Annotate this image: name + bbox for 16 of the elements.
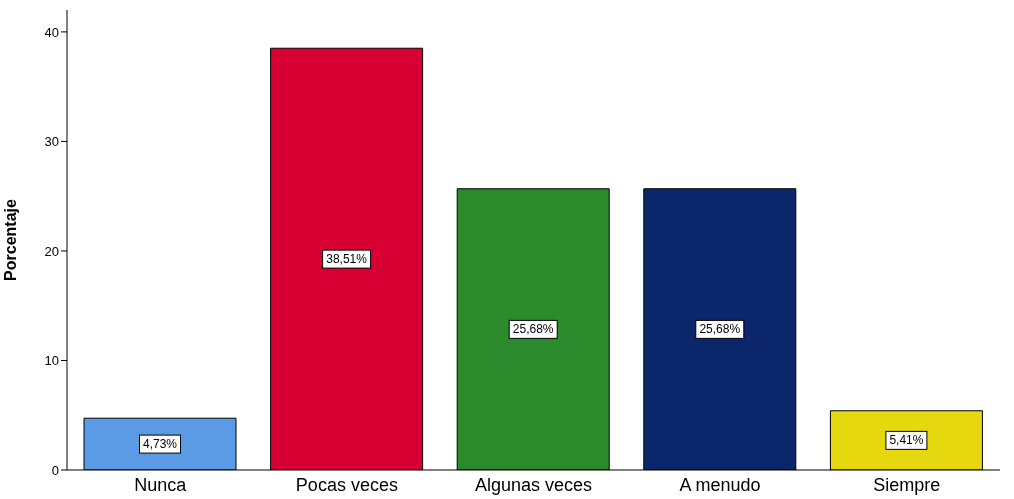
y-tick-label: 30 (44, 134, 59, 150)
y-tick-label: 10 (44, 353, 59, 369)
x-tick-label: Pocas veces (295, 474, 398, 495)
data-label: 25,68% (699, 322, 741, 337)
x-tick-label: Nunca (134, 474, 188, 495)
data-label: 5,41% (889, 433, 924, 448)
y-tick-label: 20 (44, 243, 59, 259)
data-label: 25,68% (512, 322, 554, 337)
y-tick-label: 40 (44, 24, 59, 40)
y-axis-title: Porcentaje (1, 198, 19, 281)
x-tick-label: Algunas veces (474, 474, 593, 495)
y-tick-label: 0 (51, 462, 59, 478)
x-tick-label: A menudo (679, 474, 761, 495)
data-label: 38,51% (326, 252, 368, 267)
x-tick-label: Siempre (873, 474, 941, 495)
data-label: 4,73% (142, 437, 178, 452)
